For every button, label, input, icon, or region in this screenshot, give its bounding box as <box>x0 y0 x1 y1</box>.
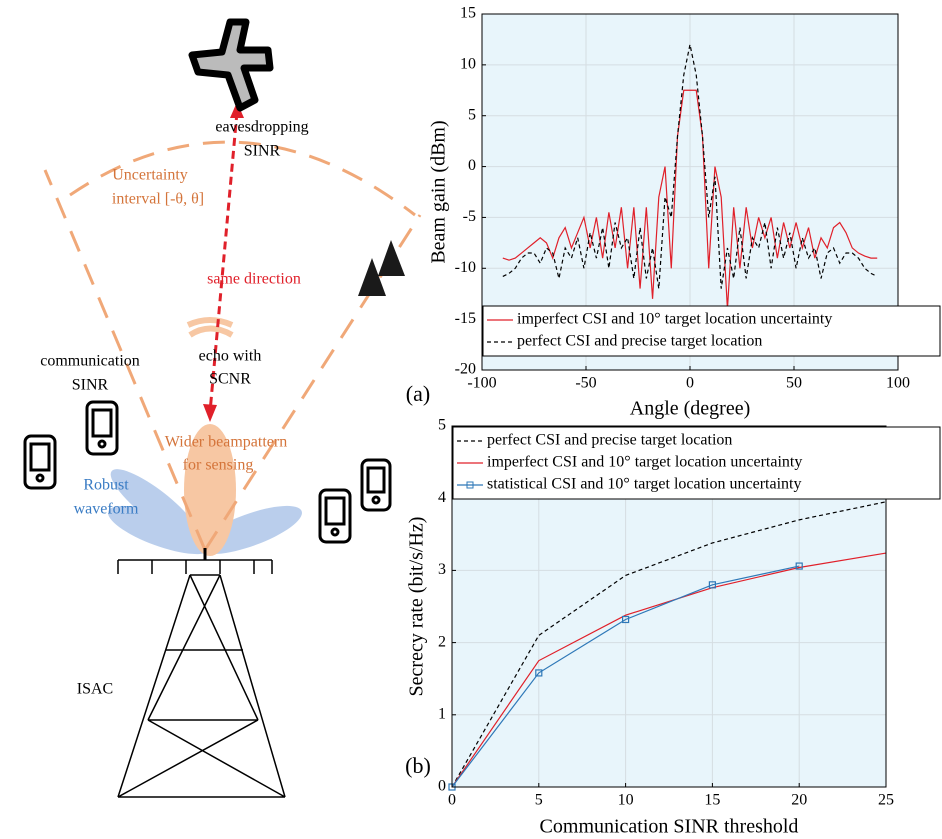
y-tick-label: 4 <box>438 489 446 506</box>
series-line <box>451 565 800 788</box>
marker <box>795 562 803 570</box>
panel-label: (b) <box>405 753 431 778</box>
y-tick-label: 2 <box>438 633 446 650</box>
sensing-beam <box>184 424 236 556</box>
y-tick-label: -10 <box>455 259 476 276</box>
echo-label: echo with <box>199 348 262 365</box>
lobe <box>108 505 212 555</box>
y-tick-label: -15 <box>455 310 476 327</box>
x-tick-label: -100 <box>467 375 496 392</box>
tower <box>117 548 286 798</box>
x-tick-label: 100 <box>886 375 910 392</box>
x-tick-label: 50 <box>786 375 802 392</box>
communication-label: communication <box>40 353 140 370</box>
marker <box>708 581 717 589</box>
robust-label: waveform <box>74 501 139 518</box>
y-tick-label: 10 <box>460 56 476 73</box>
direction-arrow <box>208 111 239 413</box>
legend-box <box>482 305 941 357</box>
x-tick-label: 15 <box>704 792 720 809</box>
arrow-head <box>203 404 217 422</box>
echo-label: SCNR <box>209 371 251 388</box>
eavesdrop-label: SINR <box>244 143 281 160</box>
x-axis-label: Communication SINR threshold <box>540 816 799 838</box>
same-direction-label: same direction <box>207 271 301 288</box>
y-tick-label: -5 <box>463 208 476 225</box>
x-tick-label: -50 <box>575 375 596 392</box>
x-tick-label: 10 <box>618 792 634 809</box>
y-tick-label: 0 <box>438 778 446 795</box>
legend-label: imperfect CSI and 10° target location un… <box>517 311 832 328</box>
series-line <box>451 552 887 788</box>
panel-label: (a) <box>406 381 430 406</box>
x-tick-label: 5 <box>535 792 543 809</box>
legend-label: perfect CSI and precise target location <box>517 333 762 350</box>
plot-frame <box>481 13 899 371</box>
series-line <box>451 501 887 788</box>
diagram: eavesdropping SINR Uncertainty interval … <box>23 18 422 798</box>
lobe <box>110 469 200 541</box>
series-line <box>502 89 878 310</box>
legend-marker <box>466 481 474 489</box>
phones <box>23 400 392 544</box>
plot-frame <box>451 425 887 788</box>
series-line <box>502 44 878 289</box>
y-tick-label: 15 <box>460 5 476 22</box>
eavesdropper-plane <box>188 18 274 112</box>
x-tick-label: 0 <box>448 792 456 809</box>
y-axis-label: Secrecy rate (bit/s/Hz) <box>406 517 428 697</box>
uncertainty-label: interval [-θ, θ] <box>112 191 204 208</box>
legend-label: imperfect CSI and 10° target location un… <box>487 454 802 471</box>
y-tick-label: -20 <box>455 361 476 378</box>
wider-label: for sensing <box>183 457 254 474</box>
x-tick-label: 25 <box>878 792 894 809</box>
robust-label: Robust <box>83 477 129 494</box>
legend-box <box>452 426 941 500</box>
x-tick-label: 0 <box>686 375 694 392</box>
eavesdrop-label: eavesdropping <box>215 119 308 136</box>
y-tick-label: 0 <box>468 157 476 174</box>
communication-label: SINR <box>72 377 109 394</box>
legend-label: perfect CSI and precise target location <box>487 432 732 449</box>
y-tick-label: 3 <box>438 561 446 578</box>
marker <box>535 669 543 677</box>
y-axis-label: Beam gain (dBm) <box>428 120 450 263</box>
wider-label: Wider beampattern <box>165 434 287 451</box>
targets <box>358 240 405 296</box>
y-tick-label: 5 <box>438 417 446 434</box>
echo-waves <box>186 317 234 338</box>
marker <box>621 615 630 624</box>
legend-label: statistical CSI and 10° target location … <box>487 476 801 493</box>
arrow-head <box>230 102 244 118</box>
isac-label: ISAC <box>77 681 113 698</box>
y-tick-label: 1 <box>438 705 446 722</box>
x-tick-label: 20 <box>791 792 807 809</box>
uncertainty-label: Uncertainty <box>112 167 188 184</box>
x-axis-label: Angle (degree) <box>630 398 751 420</box>
y-tick-label: 5 <box>468 106 476 123</box>
